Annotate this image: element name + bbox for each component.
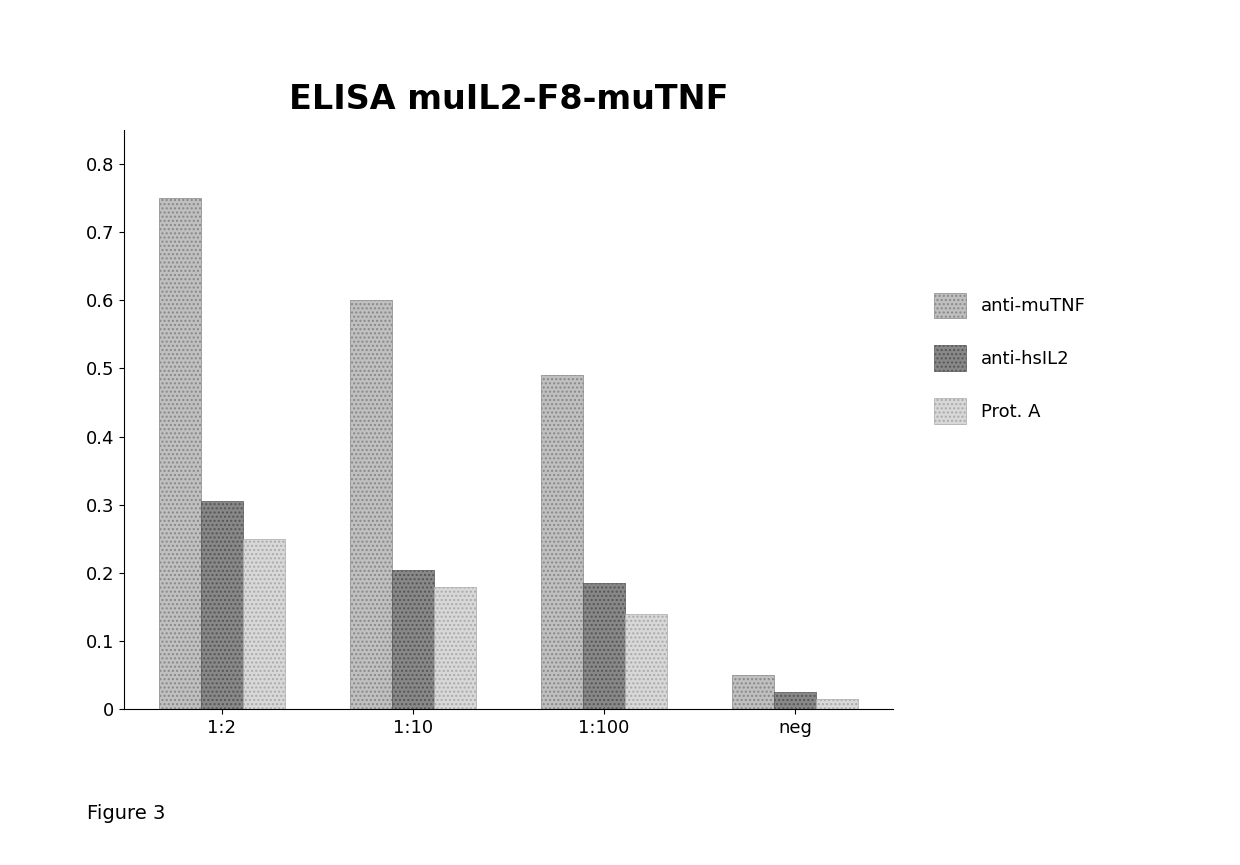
Bar bbox=[816, 699, 858, 709]
Bar bbox=[201, 502, 243, 709]
Bar bbox=[625, 614, 667, 709]
Bar bbox=[392, 569, 434, 709]
Bar bbox=[541, 375, 583, 709]
Bar bbox=[159, 198, 201, 709]
Bar bbox=[434, 586, 476, 709]
Bar bbox=[732, 676, 774, 709]
Title: ELISA muIL2-F8-muTNF: ELISA muIL2-F8-muTNF bbox=[289, 83, 728, 116]
Text: Figure 3: Figure 3 bbox=[87, 804, 165, 823]
Bar bbox=[243, 539, 285, 709]
Bar bbox=[583, 583, 625, 709]
Bar bbox=[774, 692, 816, 709]
Legend: anti-muTNF, anti-hsIL2, Prot. A: anti-muTNF, anti-hsIL2, Prot. A bbox=[925, 284, 1095, 432]
Bar bbox=[350, 300, 392, 709]
